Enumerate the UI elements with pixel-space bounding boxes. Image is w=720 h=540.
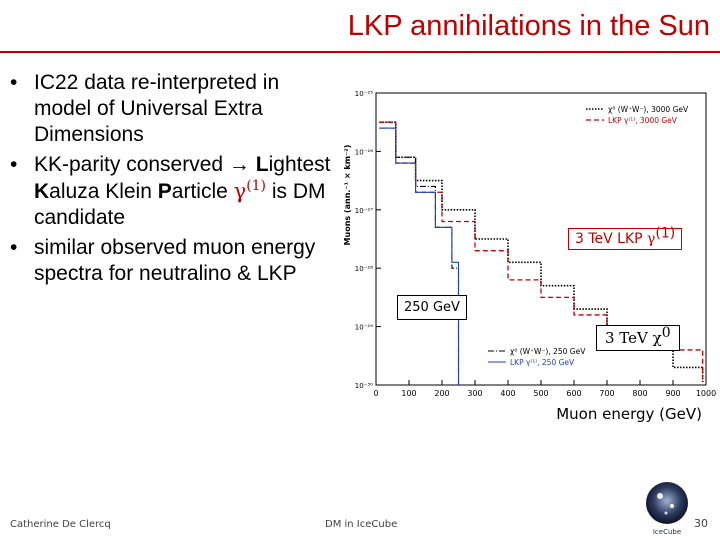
bullet-3-text: similar observed muon energy spectra for…: [34, 236, 316, 285]
bullet-2-text-b: ightest: [268, 153, 331, 176]
x-tick-label: 700: [599, 389, 614, 398]
logo-text: IceCube: [653, 528, 681, 536]
bullet-2-text-d: article: [171, 180, 234, 203]
annotation-3tev-neutralino-sup: 0: [661, 325, 671, 341]
y-tick-label: 10⁻²⁷: [355, 207, 373, 215]
y-tick-label: 10⁻³⁰: [355, 382, 373, 390]
legend-label: LKP γ⁽¹⁾, 250 GeV: [510, 358, 575, 367]
bullet-dot: •: [10, 153, 18, 176]
annotation-3tev-neutralino-greek: χ: [652, 329, 662, 347]
bullet-dot: •: [10, 236, 18, 259]
x-tick-label: 400: [500, 389, 515, 398]
x-tick-label: 100: [401, 389, 416, 398]
footer-author: Catherine De Clercq: [10, 519, 111, 530]
x-tick-label: 1000: [696, 389, 716, 398]
x-tick-label: 300: [467, 389, 482, 398]
bullet-2-key-k: K: [34, 180, 50, 203]
series-line-4: [379, 127, 460, 385]
annotation-3tev-lkp-greek: γ: [647, 231, 656, 247]
bullet-2-text-a: KK-parity conserved →: [34, 153, 256, 176]
y-tick-label: 10⁻²⁶: [355, 148, 373, 156]
annotation-250gev: 250 GeV: [397, 295, 467, 320]
annotation-3tev-neutralino: 3 TeV χ0: [596, 325, 680, 351]
page-number: 30: [694, 517, 708, 530]
x-tick-label: 500: [533, 389, 548, 398]
x-tick-label: 900: [665, 389, 680, 398]
bullet-1: • IC22 data re-interpreted in model of U…: [8, 70, 338, 148]
legend-label: χ⁰ (W⁺W⁻), 3000 GeV: [608, 105, 689, 114]
legend-label: LKP γ⁽¹⁾, 3000 GeV: [608, 116, 678, 125]
bullet-3: • similar observed muon energy spectra f…: [8, 235, 338, 287]
bullet-2-text-c: aluza Klein: [49, 180, 158, 203]
slide-title: LKP annihilations in the Sun: [347, 10, 710, 42]
annotation-3tev-neutralino-text: 3 TeV: [605, 329, 653, 347]
muon-spectrum-plot: 0 100 200 300 400 500 600 700 800 900 1000 10⁻²⁵ 10⁻…: [338, 85, 718, 405]
bullet-2-key-l: L: [255, 153, 269, 176]
annotation-3tev-lkp-sup: (1): [655, 225, 676, 242]
footer-title: DM in IceCube: [325, 519, 398, 530]
bullet-2-greek: γ: [233, 179, 247, 203]
bullet-2: • KK-parity conserved → Lightest Kaluza …: [8, 152, 338, 231]
bullet-list: • IC22 data re-interpreted in model of U…: [8, 70, 338, 291]
plot-svg: 0 100 200 300 400 500 600 700 800 900 1000 10⁻²⁵ 10⁻…: [343, 90, 716, 398]
bullet-1-text: IC22 data re-interpreted in model of Uni…: [34, 71, 280, 146]
x-tick-label: 600: [566, 389, 581, 398]
y-tick-label: 10⁻²⁹: [355, 324, 373, 332]
y-tick-label: 10⁻²⁸: [355, 265, 373, 273]
y-tick-label: 10⁻²⁵: [355, 90, 373, 98]
bullet-2-greek-sup: (1): [246, 178, 267, 194]
series-line-3: [379, 127, 460, 385]
bullet-2-key-p: P: [157, 180, 172, 203]
annotation-3tev-lkp: 3 TeV LKP γ(1): [568, 225, 683, 250]
y-axis-title: Muons (ann.⁻¹ × km⁻²): [343, 145, 352, 246]
annotation-3tev-lkp-text: 3 TeV LKP: [575, 231, 648, 247]
bullet-2-text-e: is DM candidate: [34, 180, 326, 229]
bullet-dot: •: [10, 71, 18, 94]
title-rule: [0, 51, 720, 53]
legend-label: χ⁰ (W⁺W⁻), 250 GeV: [510, 347, 586, 356]
icecube-logo: IceCube: [646, 482, 688, 536]
x-tick-label: 800: [632, 389, 647, 398]
x-tick-label: 200: [434, 389, 449, 398]
x-axis-title: Muon energy (GeV): [556, 405, 702, 423]
x-tick-label: 0: [373, 389, 378, 398]
